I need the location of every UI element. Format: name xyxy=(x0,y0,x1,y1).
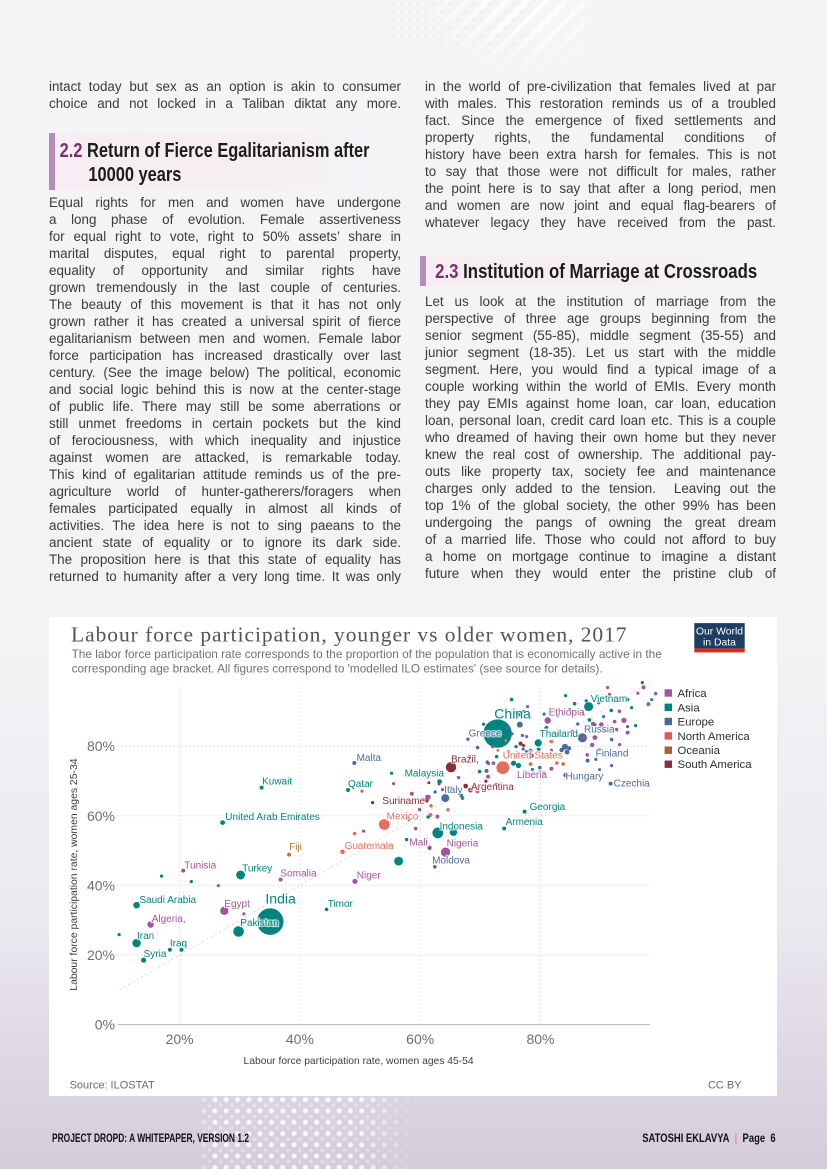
svg-text:Argentina: Argentina xyxy=(471,782,514,793)
svg-text:Timor: Timor xyxy=(328,899,354,910)
svg-text:Labour force participation rat: Labour force participation rate, women a… xyxy=(244,1056,474,1067)
svg-text:Nigeria: Nigeria xyxy=(447,839,479,850)
svg-text:Niger: Niger xyxy=(357,871,382,882)
svg-text:Somalia: Somalia xyxy=(280,869,317,880)
svg-text:in Data: in Data xyxy=(703,638,736,649)
svg-text:Fiji: Fiji xyxy=(289,842,302,853)
svg-text:Czechia: Czechia xyxy=(614,779,651,790)
svg-text:Source: ILOSTAT: Source: ILOSTAT xyxy=(70,1080,155,1092)
svg-text:Liberia: Liberia xyxy=(517,770,547,781)
svg-text:Algeria,: Algeria, xyxy=(152,914,186,925)
svg-text:Mexico: Mexico xyxy=(387,812,419,823)
svg-text:Tunisia: Tunisia xyxy=(184,860,216,871)
svg-text:Greece: Greece xyxy=(469,729,502,740)
svg-text:Europe: Europe xyxy=(678,717,715,729)
svg-text:Finland: Finland xyxy=(596,749,629,760)
svg-text:Malaysia: Malaysia xyxy=(405,769,445,780)
svg-text:United Arab Emirates: United Arab Emirates xyxy=(225,812,319,823)
svg-text:Indonesia: Indonesia xyxy=(440,822,484,833)
svg-text:Syria: Syria xyxy=(144,949,167,960)
svg-text:Russia: Russia xyxy=(584,725,615,736)
svg-text:Mali: Mali xyxy=(409,838,427,849)
svg-text:60%: 60% xyxy=(406,1031,434,1047)
svg-text:Labour force participation rat: Labour force participation rate, women a… xyxy=(69,758,80,990)
svg-text:The labor force participation: The labor force participation rate corre… xyxy=(72,647,663,661)
svg-text:Iraq: Iraq xyxy=(170,939,187,950)
svg-text:Kuwait: Kuwait xyxy=(262,777,292,788)
svg-text:South America: South America xyxy=(678,759,753,771)
svg-text:0%: 0% xyxy=(95,1017,115,1033)
svg-text:Turkey: Turkey xyxy=(242,863,272,874)
svg-text:Georgia: Georgia xyxy=(530,802,566,813)
svg-text:Ethiopia: Ethiopia xyxy=(549,708,586,719)
svg-text:Malta: Malta xyxy=(357,753,382,764)
svg-text:Iran: Iran xyxy=(137,931,154,942)
svg-text:20%: 20% xyxy=(166,1031,194,1047)
svg-text:Oceania: Oceania xyxy=(678,745,721,757)
svg-text:40%: 40% xyxy=(87,877,115,893)
svg-text:Egypt: Egypt xyxy=(224,899,250,910)
svg-text:Suriname: Suriname xyxy=(382,796,425,807)
svg-text:60%: 60% xyxy=(87,808,115,824)
svg-text:Thailand: Thailand xyxy=(540,729,578,740)
svg-text:United States: United States xyxy=(503,751,563,762)
svg-text:20%: 20% xyxy=(87,947,115,963)
svg-text:corresponding age bracket. All: corresponding age bracket. All figures c… xyxy=(72,662,603,676)
svg-text:China: China xyxy=(494,706,531,722)
svg-text:Africa: Africa xyxy=(678,688,708,700)
svg-text:Saudi Arabia: Saudi Arabia xyxy=(139,895,196,906)
svg-text:Guatemala: Guatemala xyxy=(345,841,394,852)
svg-text:CC BY: CC BY xyxy=(708,1080,742,1092)
svg-text:Vietnam: Vietnam xyxy=(591,694,628,705)
svg-text:Our World: Our World xyxy=(696,627,743,638)
svg-text:Pakistan: Pakistan xyxy=(240,918,278,929)
svg-text:India: India xyxy=(265,891,296,907)
svg-text:Asia: Asia xyxy=(678,702,701,714)
svg-text:Moldova: Moldova xyxy=(432,856,470,867)
svg-text:40%: 40% xyxy=(286,1031,314,1047)
svg-text:Armenia: Armenia xyxy=(506,817,544,828)
svg-text:North America: North America xyxy=(678,731,751,743)
svg-text:80%: 80% xyxy=(87,738,115,754)
svg-text:80%: 80% xyxy=(526,1031,554,1047)
svg-text:Labour force participation, yo: Labour force participation, younger vs o… xyxy=(71,623,628,647)
svg-text:Italy: Italy xyxy=(444,785,462,796)
svg-text:Hungary: Hungary xyxy=(566,772,604,783)
svg-text:Qatar: Qatar xyxy=(348,779,374,790)
svg-text:Brazil,: Brazil, xyxy=(451,754,479,765)
